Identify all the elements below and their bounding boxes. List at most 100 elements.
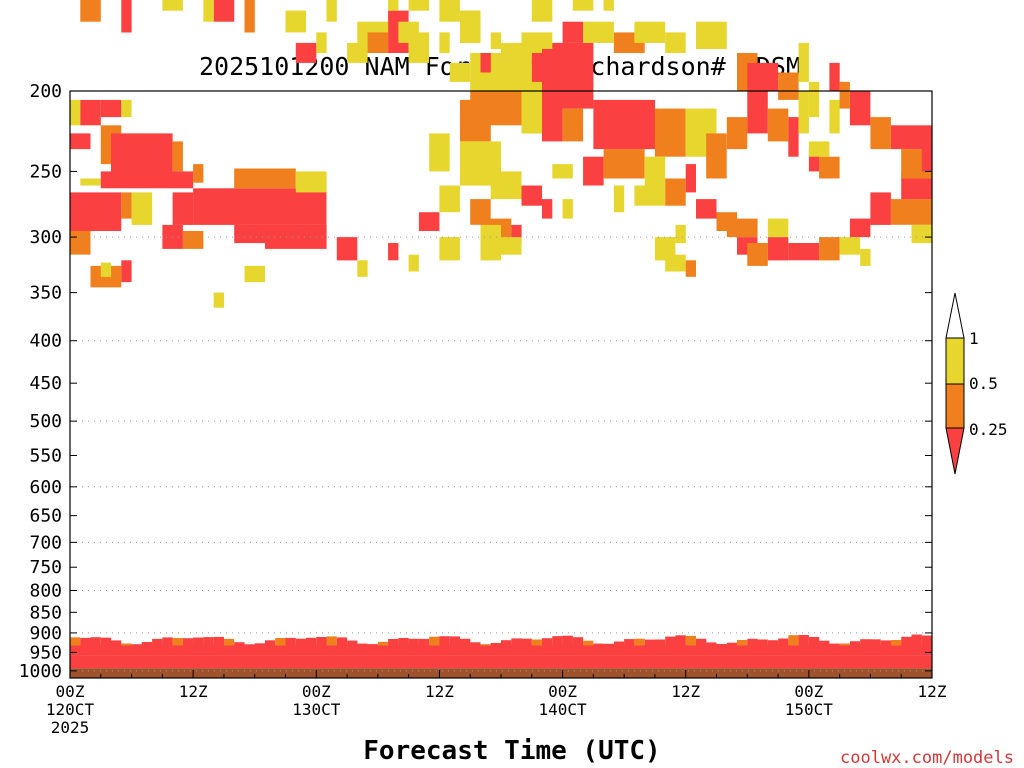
boundary-layer-cell [644, 639, 655, 646]
boundary-layer-cell [275, 638, 286, 646]
ri-cell [726, 218, 758, 238]
x-tick-label: 00Z [794, 682, 823, 701]
boundary-layer-cell [901, 636, 912, 646]
ri-cell [121, 0, 132, 33]
legend-swatch [945, 383, 965, 429]
boundary-layer-cell [911, 634, 922, 646]
ri-cell [849, 218, 871, 238]
y-tick-label: 550 [29, 445, 62, 466]
y-tick-label: 650 [29, 506, 62, 527]
ri-cell [583, 156, 604, 186]
ri-cell [552, 164, 573, 179]
ri-cell [665, 32, 686, 53]
boundary-layer-cell [418, 638, 430, 646]
ri-cell [603, 149, 645, 179]
ri-cell [336, 237, 358, 261]
ri-cell [121, 99, 132, 118]
x-tick-label: 120CT [46, 700, 95, 719]
boundary-layer-cell [121, 643, 132, 646]
ri-cell [193, 164, 204, 183]
y-tick-label: 1000 [19, 661, 62, 682]
boundary-layer-cell [542, 638, 553, 646]
ri-cell [860, 248, 871, 266]
ri-cell [244, 0, 255, 33]
ri-cell [80, 178, 101, 186]
legend-arrow-bottom [945, 427, 965, 475]
ri-cell [634, 21, 666, 43]
ri-cell [521, 81, 542, 134]
ri-cell [542, 81, 563, 142]
ri-cell [449, 62, 471, 82]
boundary-layer-cell [131, 644, 142, 646]
boundary-layer-cell [398, 638, 409, 646]
ri-cell [470, 199, 491, 225]
ri-cell [501, 237, 522, 255]
ri-cell [542, 49, 573, 63]
boundary-layer-cell [880, 640, 891, 646]
boundary-layer-cell [819, 640, 830, 646]
boundary-layer-cell [470, 642, 481, 646]
y-tick-label: 450 [29, 373, 62, 394]
legend: 1 0.5 0.25 [945, 292, 1008, 475]
ri-cell [70, 99, 81, 126]
ri-cell [665, 254, 686, 272]
boundary-layer-cell [603, 643, 614, 646]
boundary-layer-cell [921, 635, 932, 646]
x-tick-label: 130CT [292, 700, 341, 719]
ri-cell [285, 10, 306, 33]
y-tick-label: 600 [29, 477, 62, 498]
boundary-layer-cell [849, 641, 861, 646]
ri-cell [295, 171, 327, 193]
boundary-layer-cell [706, 642, 717, 646]
boundary-layer-cell [788, 635, 799, 646]
x-axis-label: Forecast Time (UTC) [363, 736, 660, 766]
x-tick-label: 12Z [671, 682, 700, 701]
boundary-layer-cell [593, 643, 604, 646]
ri-cell [562, 199, 573, 219]
boundary-layer-cell [141, 642, 153, 646]
boundary-layer-cell [696, 638, 707, 646]
ri-cell [696, 199, 717, 219]
ri-cell [80, 99, 101, 126]
boundary-layer-cell [613, 641, 625, 646]
boundary-layer-cell [767, 640, 779, 646]
boundary-layer-cell [152, 638, 163, 646]
ri-cell [696, 21, 727, 49]
legend-label: 1 [969, 329, 979, 348]
ri-cell [480, 224, 501, 261]
y-tick-label: 200 [29, 81, 62, 102]
ri-cell [891, 199, 932, 225]
ri-cell [70, 133, 91, 150]
ri-cell [408, 254, 419, 272]
boundary-layer-cell [306, 637, 317, 646]
boundary-layer-cell [675, 635, 686, 646]
ri-cell [767, 218, 789, 238]
x-tick-label: 00Z [56, 682, 85, 701]
ri-cell [234, 168, 296, 189]
ri-cell [562, 108, 584, 142]
surface-layer [70, 668, 932, 678]
ri-cell [408, 0, 430, 11]
boundary-layer-cell [254, 643, 265, 646]
boundary-layer-cell [388, 639, 399, 646]
x-tick-label: 140CT [538, 700, 587, 719]
ri-cell [603, 0, 614, 11]
boundary-layer-cell [223, 638, 235, 646]
ri-cell [418, 212, 440, 231]
ri-cell [613, 185, 625, 213]
boundary-layer-cell [357, 643, 368, 646]
ri-cell [747, 243, 768, 266]
legend-label: 0.5 [969, 374, 998, 393]
legend-swatch [945, 337, 965, 385]
ri-cell [131, 192, 153, 225]
ri-cell [798, 42, 809, 82]
x-tick-label: 12Z [179, 682, 208, 701]
ri-cell [747, 62, 779, 91]
boundary-layer-cell [90, 637, 101, 646]
y-tick-label: 400 [29, 331, 62, 352]
boundary-layer-cell [213, 636, 224, 646]
ri-cell [767, 237, 789, 261]
ri-cell [213, 292, 224, 308]
ri-cell [357, 260, 368, 277]
boundary-layer-cell [172, 638, 183, 646]
